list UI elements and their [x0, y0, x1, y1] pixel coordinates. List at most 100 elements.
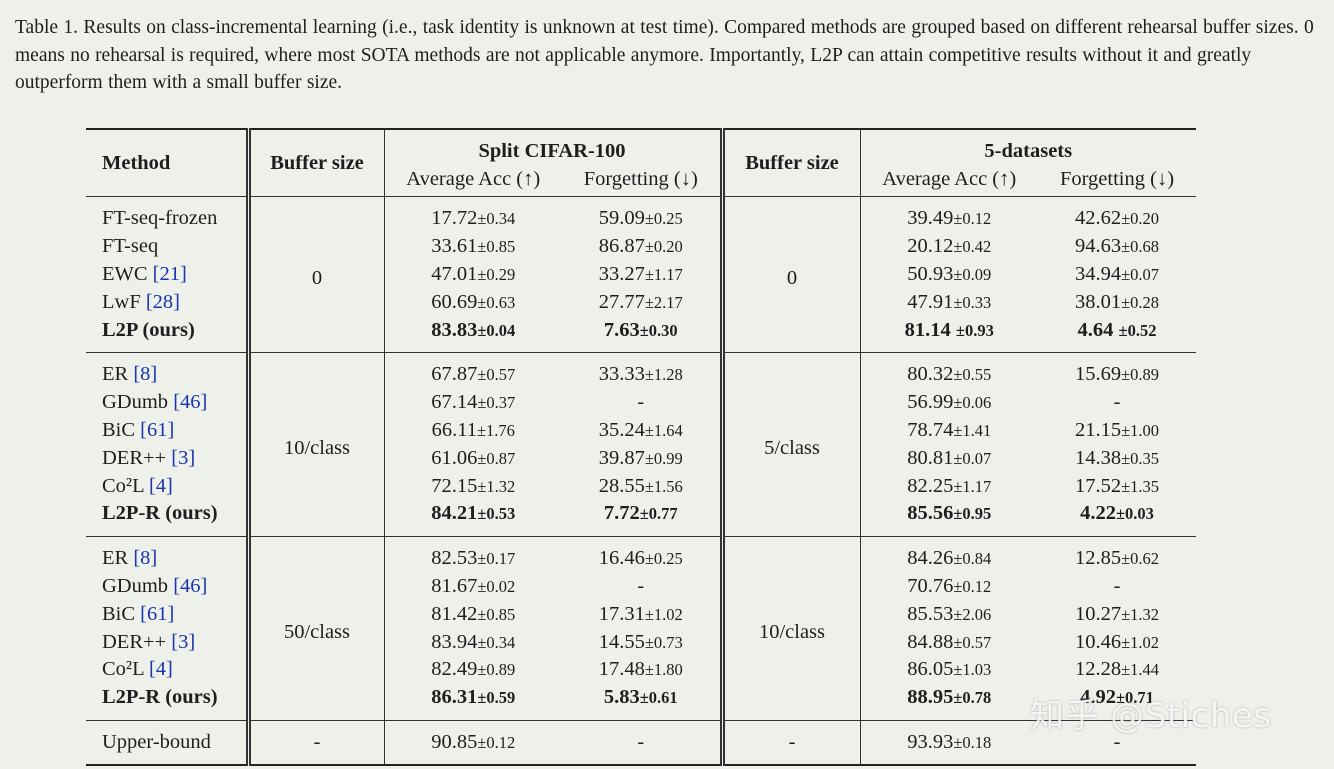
header-forgetting-2: Forgetting (↓) [1059, 168, 1175, 190]
five-datasets-avg-acc-std: ±0.33 [953, 292, 992, 312]
five-datasets-avg-acc-value: 47.91 [907, 290, 954, 313]
five-datasets-forgetting-value: 4.92 [1080, 686, 1116, 709]
five-datasets-avg-acc-value: 39.49 [907, 207, 954, 230]
five-datasets-forgetting: 42.62±0.20 [1038, 195, 1196, 233]
table-row: L2P-R (ours) 84.21±0.53 7.72±0.77 85.56±0.9… [86, 499, 1196, 537]
table-row: Co²L [4] 82.49±0.89 17.48±1.80 86.05±1.03 12… [86, 655, 1196, 684]
five-datasets-forgetting-std: ±0.68 [1121, 237, 1160, 257]
five-datasets-forgetting: 10.46±1.02 [1038, 628, 1196, 656]
header-5-datasets: 5-datasets [859, 128, 1196, 163]
five-datasets-avg-acc-value: 78.74 [907, 418, 954, 441]
method-name: DER++ [3] [86, 628, 248, 656]
citation-link: [61] [140, 418, 175, 441]
five-datasets-avg-acc-std: ±0.18 [953, 732, 992, 752]
table-row: L2P-R (ours) 86.31±0.59 5.83±0.61 88.95±0.7… [86, 683, 1196, 721]
cifar-avg-acc-value: 86.31 [431, 686, 478, 709]
header-avg-acc-2: Average Acc (↑) [859, 163, 1038, 197]
method-label: LwF [102, 290, 146, 313]
cifar-avg-acc: 61.06±0.87 [383, 444, 562, 473]
five-datasets-forgetting-value: 42.62 [1074, 207, 1122, 230]
five-datasets-forgetting-std: ±1.00 [1121, 420, 1160, 440]
cifar-forgetting: 39.87±0.99 [562, 444, 722, 472]
cifar-forgetting: 17.31±1.02 [562, 600, 722, 628]
cifar-avg-acc-value: 33.61 [431, 235, 478, 258]
method-label: FT-seq-frozen [102, 207, 218, 230]
table-row: DER++ [3] 61.06±0.87 39.87±0.99 80.81±0.07 1… [86, 444, 1196, 473]
table-caption: Table 1. Results on class-incremental le… [15, 17, 1314, 93]
cifar-avg-acc-std: ±0.53 [477, 504, 516, 524]
cifar-avg-acc: 83.83±0.04 [383, 316, 562, 353]
buffer-size-cifar: 50/class [245, 535, 384, 721]
buffer-size-cifar: 0 [245, 196, 384, 353]
cifar-avg-acc-value: 82.53 [431, 547, 478, 570]
cifar-avg-acc-std: ±0.89 [477, 660, 516, 680]
cifar-avg-acc-std: ±0.63 [477, 292, 516, 312]
table-row: L2P (ours) 83.83±0.04 7.63±0.30 81.14 ±0.93… [86, 316, 1196, 353]
cifar-avg-acc: 86.31±0.59 [383, 683, 562, 721]
five-datasets-forgetting-std: ±0.20 [1121, 209, 1160, 229]
five-datasets-forgetting-value: 12.85 [1074, 547, 1122, 570]
cifar-forgetting-value: 17.48 [598, 658, 645, 681]
method-label: ER [102, 363, 134, 386]
five-datasets-forgetting: - [1038, 389, 1196, 417]
five-datasets-avg-acc-std: ±0.07 [953, 448, 992, 468]
table-row: GDumb [46] 81.67±0.02 - 70.76±0.12 - [86, 572, 1196, 601]
five-datasets-avg-acc-value: 84.26 [907, 547, 954, 570]
cifar-avg-acc-value: 81.67 [431, 574, 478, 597]
five-datasets-forgetting-value: 4.22 [1080, 502, 1116, 525]
five-datasets-avg-acc-std: ±0.12 [953, 576, 992, 596]
cifar-avg-acc-std: ±0.59 [477, 688, 516, 708]
cifar-avg-acc-value: 81.42 [431, 602, 478, 625]
table-row: FT-seq 33.61±0.85 86.87±0.20 20.12±0.42 94.6… [86, 232, 1196, 261]
method-name: FT-seq [86, 233, 248, 261]
five-datasets-forgetting-std: ±1.44 [1121, 660, 1160, 680]
cifar-avg-acc-std: ±1.32 [477, 476, 516, 496]
watermark: 知乎 @Stiches [1030, 696, 1272, 736]
cifar-forgetting: 17.48±1.80 [562, 656, 722, 684]
citation-link: [46] [173, 574, 208, 597]
five-datasets-forgetting: 34.94±0.07 [1038, 261, 1196, 289]
five-datasets-forgetting-value: - [1113, 730, 1121, 753]
citation-link: [61] [140, 602, 175, 625]
cifar-forgetting-value: - [637, 574, 645, 597]
five-datasets-forgetting: 12.85±0.62 [1038, 535, 1196, 573]
cifar-forgetting-std: ±0.99 [644, 448, 683, 468]
cifar-forgetting-std: ±0.61 [639, 688, 678, 708]
five-datasets-avg-acc-value: 86.05 [907, 658, 954, 681]
five-datasets-forgetting: 4.64 ±0.52 [1038, 316, 1196, 352]
five-datasets-forgetting-std: ±1.32 [1121, 604, 1160, 624]
header-row-2: Average Acc (↑) Forgetting (↓) Average A… [86, 163, 1196, 197]
cifar-forgetting-std: ±1.80 [644, 660, 683, 680]
method-label: FT-seq [102, 235, 159, 258]
five-datasets-forgetting: 12.28±1.44 [1038, 656, 1196, 684]
five-datasets-forgetting-std: ±0.71 [1115, 688, 1154, 708]
five-datasets-avg-acc-std: ±0.84 [953, 549, 992, 569]
five-datasets-forgetting-std: ±1.02 [1121, 632, 1160, 652]
cifar-avg-acc: 66.11±1.76 [383, 416, 562, 445]
table-row: BiC [61] 66.11±1.76 35.24±1.64 78.74±1.41 21… [86, 416, 1196, 445]
five-datasets-avg-acc: 80.32±0.55 [859, 351, 1038, 389]
table-row: GDumb [46] 67.14±0.37 - 56.99±0.06 - [86, 388, 1196, 417]
cifar-forgetting-value: 59.09 [598, 207, 645, 230]
five-datasets-forgetting-value: 14.38 [1074, 446, 1122, 469]
method-label: ER [102, 547, 134, 570]
cifar-avg-acc-std: ±0.87 [477, 448, 516, 468]
cifar-avg-acc-std: ±0.29 [477, 264, 516, 284]
cifar-forgetting: 59.09±0.25 [562, 195, 722, 233]
buffer-size-value: 0 [786, 266, 798, 289]
five-datasets-forgetting: 10.27±1.32 [1038, 600, 1196, 628]
method-label: BiC [102, 602, 141, 625]
cifar-avg-acc: 90.85±0.12 [383, 719, 562, 767]
five-datasets-avg-acc: 93.93±0.18 [859, 719, 1038, 767]
header-buffer-size-2: Buffer size [719, 128, 860, 197]
header-method: Method [86, 128, 248, 197]
cifar-avg-acc-std: ±0.34 [477, 632, 516, 652]
citation-link: [4] [148, 474, 173, 497]
citation-link: [8] [133, 363, 158, 386]
cifar-forgetting: 14.55±0.73 [562, 628, 722, 656]
five-datasets-forgetting-value: 10.46 [1074, 630, 1122, 653]
method-label: L2P (ours) [102, 318, 195, 341]
cifar-forgetting-value: 86.87 [598, 235, 645, 258]
cifar-forgetting: 33.33±1.28 [562, 351, 722, 389]
cifar-forgetting: 5.83±0.61 [562, 684, 722, 720]
